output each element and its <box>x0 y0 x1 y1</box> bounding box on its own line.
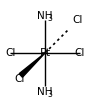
Text: 3: 3 <box>48 14 52 23</box>
Polygon shape <box>19 53 45 77</box>
Text: Cl: Cl <box>5 48 16 58</box>
Text: Cl: Cl <box>14 74 24 84</box>
Text: Cl: Cl <box>74 48 85 58</box>
Text: NH: NH <box>37 87 53 97</box>
Text: 3: 3 <box>48 90 52 99</box>
Text: NH: NH <box>37 11 53 21</box>
Text: Pt: Pt <box>39 48 51 58</box>
Text: Cl: Cl <box>73 15 83 25</box>
